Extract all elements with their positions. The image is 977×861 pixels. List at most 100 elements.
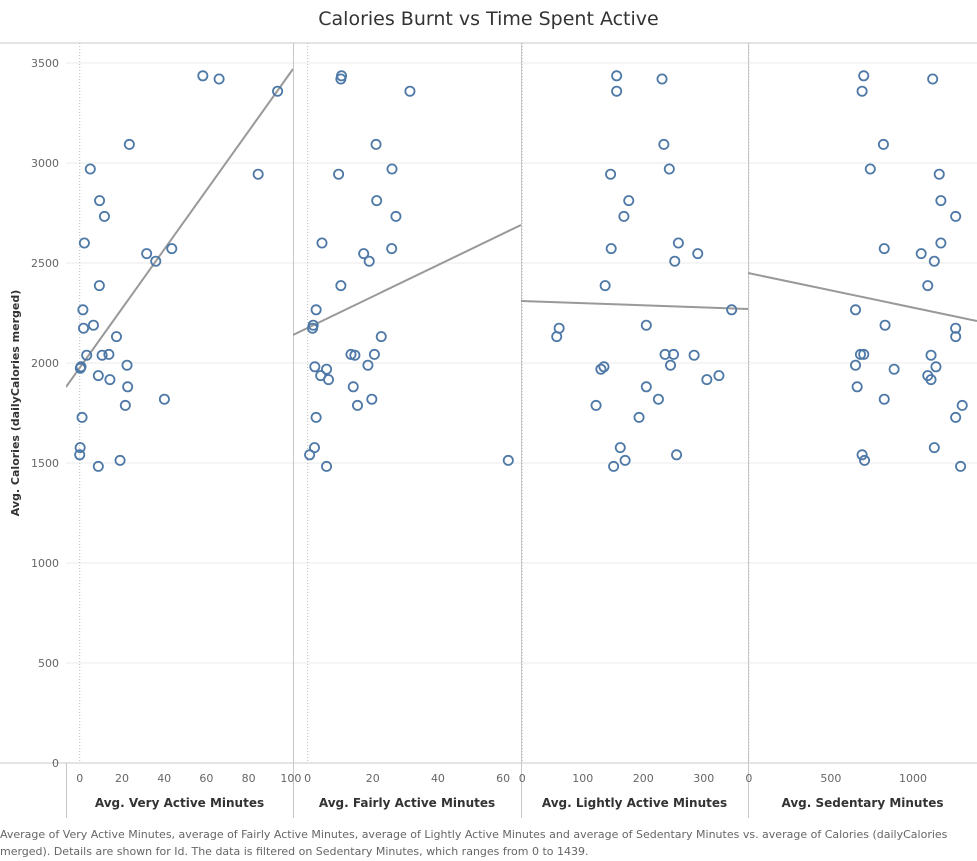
data-point bbox=[878, 393, 890, 405]
data-point bbox=[78, 237, 90, 249]
data-point bbox=[888, 363, 900, 375]
data-point bbox=[950, 210, 962, 222]
data-point bbox=[925, 374, 937, 386]
data-point bbox=[76, 411, 88, 423]
x-tick-label: 40 bbox=[431, 772, 445, 785]
data-point bbox=[599, 280, 611, 292]
scatter-chart: Avg. Calories (dailyCalories merged) 0 50… bbox=[0, 42, 977, 818]
chart-caption: Average of Very Active Minutes, average … bbox=[0, 828, 948, 858]
data-point bbox=[74, 449, 86, 461]
x-tick-label: 20 bbox=[366, 772, 380, 785]
data-point bbox=[321, 363, 333, 375]
x-tick-label: 60 bbox=[496, 772, 510, 785]
data-point bbox=[956, 399, 968, 411]
y-tick-label: 0 bbox=[52, 757, 59, 770]
data-point bbox=[386, 243, 398, 255]
data-point bbox=[92, 460, 104, 472]
data-point bbox=[94, 195, 106, 207]
data-point bbox=[955, 460, 967, 472]
chart-frame bbox=[0, 42, 977, 818]
data-point bbox=[611, 85, 623, 97]
chart-title: Calories Burnt vs Time Spent Active bbox=[318, 8, 659, 30]
data-point bbox=[668, 348, 680, 360]
data-point bbox=[856, 449, 868, 461]
data-point bbox=[595, 363, 607, 375]
data-point bbox=[935, 237, 947, 249]
data-point bbox=[864, 163, 876, 175]
data-point bbox=[333, 168, 345, 180]
data-point bbox=[619, 454, 631, 466]
data-point bbox=[851, 381, 863, 393]
data-point bbox=[81, 349, 93, 361]
x-tick-label: 200 bbox=[633, 772, 654, 785]
data-point bbox=[74, 442, 86, 454]
data-point bbox=[351, 399, 363, 411]
y-tick-label: 2500 bbox=[31, 257, 59, 270]
data-point bbox=[366, 393, 378, 405]
data-point bbox=[252, 168, 264, 180]
data-point bbox=[87, 319, 99, 331]
data-point bbox=[307, 322, 319, 334]
data-point bbox=[362, 359, 374, 371]
data-point bbox=[925, 349, 937, 361]
data-point bbox=[608, 460, 620, 472]
data-point bbox=[103, 348, 115, 360]
data-point bbox=[877, 138, 889, 150]
data-point bbox=[98, 210, 110, 222]
data-point bbox=[316, 237, 328, 249]
data-point bbox=[335, 280, 347, 292]
data-point bbox=[368, 348, 380, 360]
data-point bbox=[104, 374, 116, 386]
data-point bbox=[119, 399, 131, 411]
data-point bbox=[726, 304, 738, 316]
data-point bbox=[692, 248, 704, 260]
data-point bbox=[308, 442, 320, 454]
data-point bbox=[77, 304, 89, 316]
data-point bbox=[141, 248, 153, 260]
data-point bbox=[605, 243, 617, 255]
y-tick-label: 3000 bbox=[31, 157, 59, 170]
x-tick-label: 0 bbox=[745, 772, 752, 785]
data-point bbox=[640, 381, 652, 393]
data-point bbox=[121, 359, 133, 371]
x-tick-label: 0 bbox=[76, 772, 83, 785]
x-tick-label: 0 bbox=[304, 772, 311, 785]
data-point bbox=[879, 319, 891, 331]
data-point bbox=[375, 331, 387, 343]
trend-line bbox=[521, 300, 748, 310]
data-point bbox=[321, 460, 333, 472]
data-point bbox=[74, 362, 86, 374]
data-point bbox=[304, 449, 316, 461]
data-point bbox=[551, 331, 563, 343]
data-point bbox=[858, 348, 870, 360]
x-tick-label: 40 bbox=[157, 772, 171, 785]
data-point bbox=[665, 359, 677, 371]
trend-line bbox=[293, 224, 521, 336]
data-point bbox=[349, 349, 361, 361]
data-point bbox=[672, 237, 684, 249]
data-point bbox=[858, 70, 870, 82]
data-point bbox=[850, 359, 862, 371]
y-tick-label: 2000 bbox=[31, 357, 59, 370]
data-point bbox=[935, 195, 947, 207]
data-point bbox=[915, 248, 927, 260]
x-axis-label: Avg. Sedentary Minutes bbox=[782, 796, 944, 810]
y-axis-label: Avg. Calories (dailyCalories merged) bbox=[9, 290, 22, 517]
data-point bbox=[386, 163, 398, 175]
data-point bbox=[927, 73, 939, 85]
data-point bbox=[84, 163, 96, 175]
x-tick-label: 20 bbox=[115, 772, 129, 785]
data-point bbox=[605, 168, 617, 180]
data-point bbox=[854, 348, 866, 360]
data-point bbox=[928, 255, 940, 267]
data-point bbox=[614, 442, 626, 454]
data-point bbox=[933, 168, 945, 180]
data-point bbox=[78, 322, 90, 334]
data-point bbox=[713, 370, 725, 382]
data-point bbox=[688, 349, 700, 361]
data-point bbox=[272, 85, 284, 97]
y-tick-label: 1500 bbox=[31, 457, 59, 470]
data-point bbox=[323, 374, 335, 386]
data-point bbox=[671, 449, 683, 461]
data-point bbox=[850, 304, 862, 316]
